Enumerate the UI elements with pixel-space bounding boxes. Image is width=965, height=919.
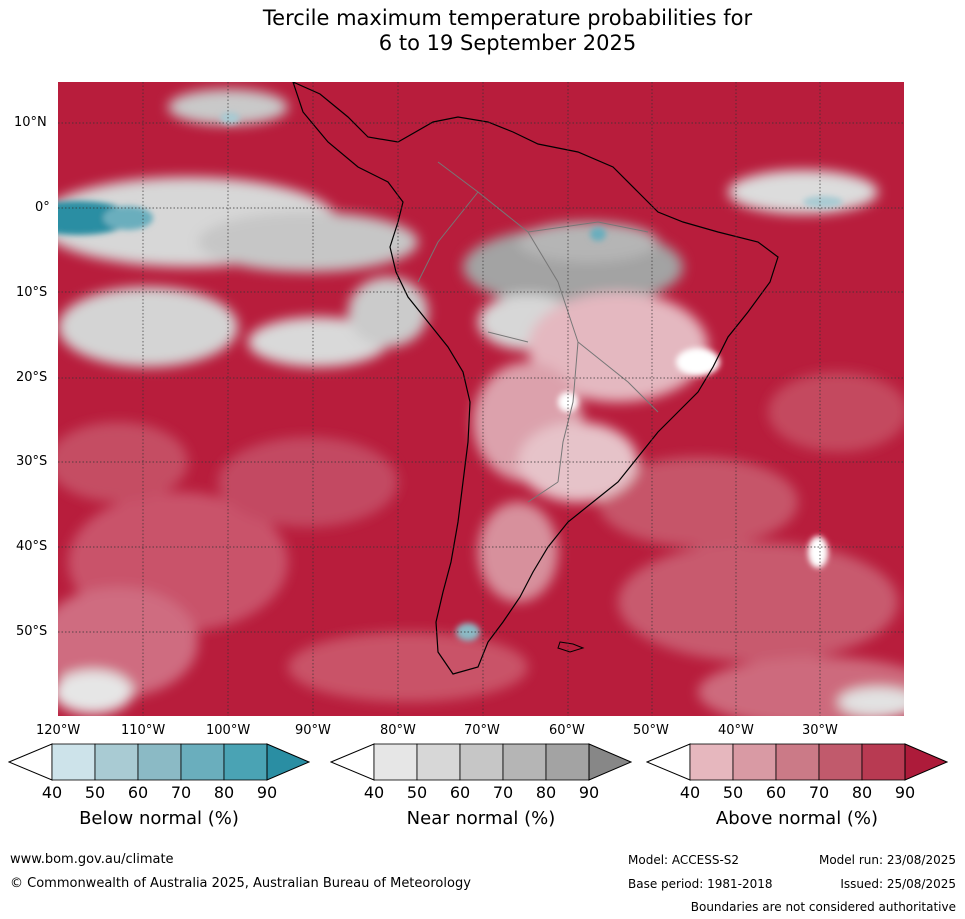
map-canvas (58, 82, 904, 716)
tick-label: 40 (679, 783, 701, 802)
lon-label: 70°W (464, 723, 500, 738)
lat-label: 0° (35, 200, 50, 215)
tick-label: 70 (492, 783, 514, 802)
tick-label: 80 (535, 783, 557, 802)
country-borders (417, 161, 659, 503)
colorbar-above-normal (646, 743, 948, 781)
colorbar-above-title: Above normal (%) (715, 808, 879, 829)
lat-label: 20°S (16, 370, 48, 385)
probability-shading (58, 89, 904, 716)
tick-label: 90 (894, 783, 916, 802)
colorbar-below-title: Below normal (%) (79, 808, 239, 829)
lon-label: 100°W (206, 723, 251, 738)
tick-label: 90 (578, 783, 600, 802)
colorbar-near-normal (330, 743, 632, 781)
probability-map (58, 82, 904, 716)
lon-label: 80°W (380, 723, 416, 738)
tick-label: 50 (722, 783, 744, 802)
lon-label: 50°W (633, 723, 669, 738)
lon-label: 60°W (549, 723, 585, 738)
title-line-1: Tercile maximum temperature probabilitie… (262, 6, 753, 30)
model-name: Model: ACCESS-S2 (628, 853, 740, 867)
lon-label: 30°W (802, 723, 838, 738)
chart-title: Tercile maximum temperature probabilitie… (0, 6, 965, 56)
tick-label: 80 (213, 783, 235, 802)
colorbar-above-ticks: 40 50 60 70 80 90 (646, 783, 948, 803)
tick-label: 50 (84, 783, 106, 802)
colorbar-below-ticks: 40 50 60 70 80 90 (8, 783, 310, 803)
tick-label: 60 (127, 783, 149, 802)
tick-label: 40 (363, 783, 385, 802)
tick-label: 80 (851, 783, 873, 802)
coastline (292, 82, 779, 675)
lon-label: 90°W (295, 723, 331, 738)
copyright-text: © Commonwealth of Australia 2025, Austra… (10, 876, 471, 891)
title-line-2: 6 to 19 September 2025 (378, 31, 637, 55)
tick-label: 70 (808, 783, 830, 802)
lon-label: 110°W (121, 723, 166, 738)
tick-label: 50 (406, 783, 428, 802)
model-run: Model run: 23/08/2025 (818, 853, 956, 867)
colorbar-near-title: Near normal (%) (406, 808, 556, 829)
graticule (58, 82, 904, 716)
tick-label: 90 (256, 783, 278, 802)
colorbar-near-ticks: 40 50 60 70 80 90 (330, 783, 632, 803)
tick-label: 70 (170, 783, 192, 802)
tick-label: 60 (765, 783, 787, 802)
lat-label: 30°S (16, 454, 48, 469)
base-period: Base period: 1981-2018 (628, 877, 773, 891)
lon-label: 120°W (36, 723, 81, 738)
issued-date: Issued: 25/08/2025 (840, 877, 956, 891)
disclaimer: Boundaries are not considered authoritat… (690, 900, 956, 914)
lat-label: 10°N (14, 115, 47, 130)
lat-label: 40°S (16, 539, 48, 554)
colorbar-below-normal (8, 743, 310, 781)
falklands-coast (557, 641, 585, 653)
lat-label: 10°S (16, 285, 48, 300)
lat-label: 50°S (16, 624, 48, 639)
tick-label: 60 (449, 783, 471, 802)
website-link[interactable]: www.bom.gov.au/climate (10, 852, 174, 867)
lon-label: 40°W (718, 723, 754, 738)
below-normal-patches (58, 112, 843, 641)
tick-label: 40 (41, 783, 63, 802)
